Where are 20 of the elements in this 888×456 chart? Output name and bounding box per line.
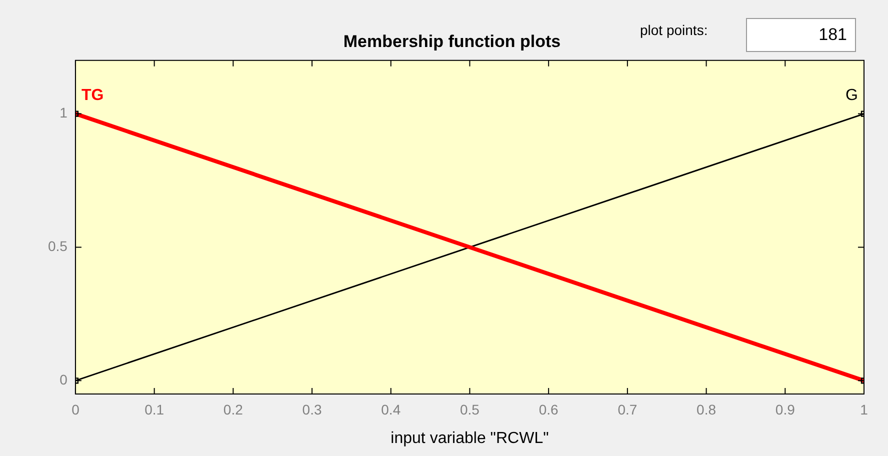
text-field: 181: [746, 18, 856, 52]
x-tick-label: 0.6: [538, 401, 559, 418]
x-tick-label: 0.5: [460, 401, 480, 418]
text: plot points:: [640, 22, 708, 38]
x-tick-label: 1: [860, 401, 868, 418]
chart-title: Membership function plots: [343, 32, 561, 51]
x-tick-label: 0.2: [223, 401, 244, 418]
y-tick-label: 1: [60, 104, 68, 121]
x-tick-label: 0.7: [618, 401, 638, 418]
x-tick-label: 0: [72, 401, 80, 418]
y-tick-label: 0.5: [48, 238, 68, 254]
x-tick-label: 0.3: [302, 401, 322, 418]
series-label: TG: [81, 87, 104, 104]
x-tick-label: 0.8: [696, 401, 716, 418]
y-tick-label: 0: [60, 372, 68, 388]
x-tick-label: 0.1: [144, 401, 164, 418]
x-tick-label: 0.4: [381, 401, 401, 418]
series-label: G: [846, 87, 858, 104]
x-tick-label: 0.9: [775, 401, 796, 418]
x-axis-title: input variable "RCWL": [390, 430, 549, 447]
